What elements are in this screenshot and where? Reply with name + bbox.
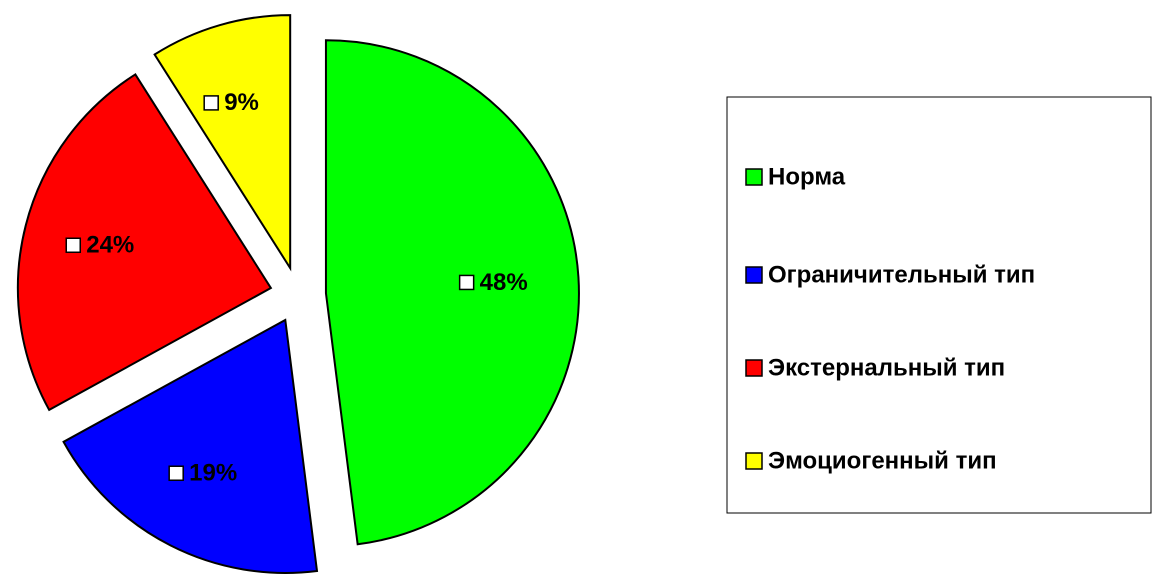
legend-swatch bbox=[745, 168, 763, 186]
data-label: 24% bbox=[86, 232, 134, 259]
legend-swatch bbox=[745, 359, 763, 377]
label-key bbox=[203, 95, 219, 111]
legend-label: Ограничительный тип bbox=[768, 261, 1035, 288]
data-label: 19% bbox=[189, 460, 237, 487]
legend-label: Норма bbox=[768, 163, 846, 190]
pie-slice bbox=[153, 14, 292, 272]
legend-label: Экстернальный тип bbox=[768, 354, 1005, 381]
label-key bbox=[65, 237, 81, 254]
legend-box bbox=[726, 96, 1152, 514]
pie-slice bbox=[62, 318, 319, 574]
legend-swatch bbox=[745, 266, 763, 284]
legend-label: Эмоциогенный тип bbox=[768, 447, 997, 474]
data-label: 48% bbox=[480, 269, 528, 296]
label-key bbox=[458, 274, 475, 291]
label-key bbox=[168, 465, 184, 481]
pie-slice bbox=[324, 39, 580, 546]
pie-slice bbox=[16, 73, 273, 412]
legend-swatch bbox=[745, 452, 763, 470]
data-label: 9% bbox=[224, 89, 259, 116]
